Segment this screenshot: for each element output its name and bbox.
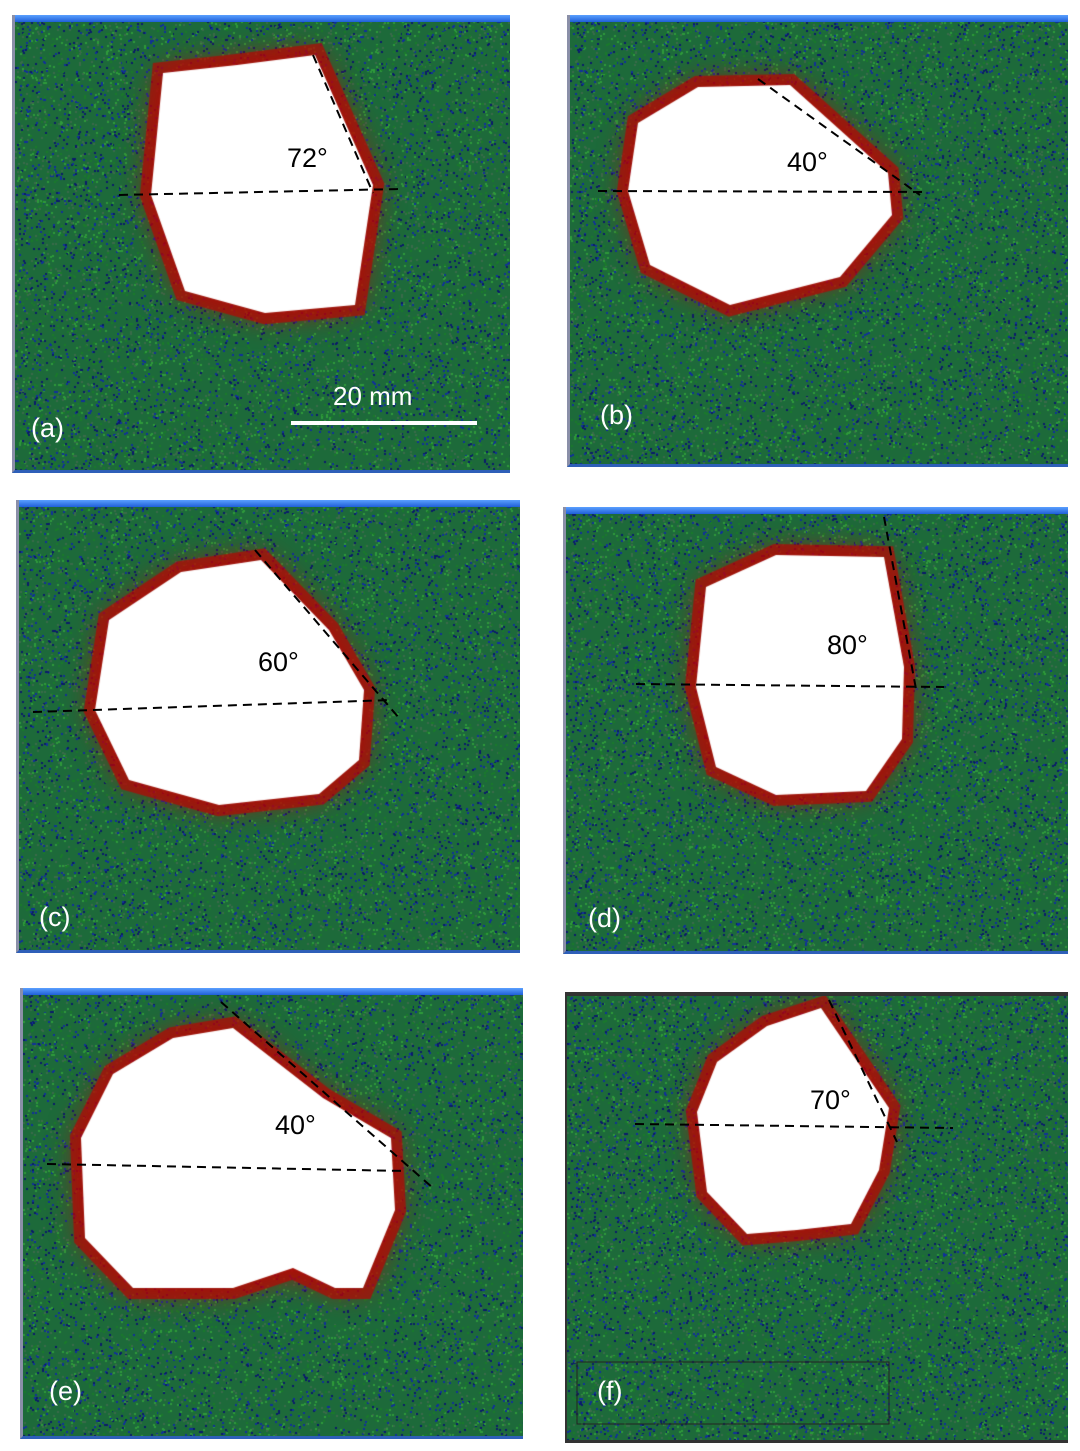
angle-label: 72° bbox=[287, 143, 328, 173]
panel-e: 40° (e) bbox=[20, 988, 523, 1439]
speckle-image bbox=[23, 988, 523, 1436]
angle-label: 40° bbox=[787, 147, 828, 177]
panel-label: (d) bbox=[588, 903, 621, 933]
panel-f: 70° (f) bbox=[565, 992, 1068, 1443]
panel-d: 80° (d) bbox=[563, 507, 1068, 954]
speckle-image bbox=[567, 992, 1068, 1440]
scale-bar-label: 20 mm bbox=[333, 381, 413, 411]
angle-label: 60° bbox=[258, 647, 299, 677]
panel-label: (b) bbox=[600, 400, 633, 430]
panel-frame-bar bbox=[566, 507, 1068, 514]
panel-label: (c) bbox=[39, 902, 71, 932]
panel-frame-bar bbox=[567, 992, 1068, 996]
angle-guide-lines bbox=[46, 1001, 434, 1189]
scale-bar bbox=[291, 421, 477, 425]
angle-guide-lines bbox=[635, 516, 945, 690]
panel-frame-bar bbox=[570, 15, 1068, 22]
angle-guide-lines bbox=[597, 78, 929, 196]
angle-guide-lines bbox=[118, 54, 401, 196]
angle-label: 80° bbox=[827, 630, 868, 660]
angle-label: 70° bbox=[810, 1085, 851, 1115]
panel-frame-bar bbox=[19, 500, 520, 507]
speckle-image bbox=[15, 15, 510, 470]
panel-label: (f) bbox=[597, 1376, 623, 1406]
panel-frame-bar bbox=[15, 15, 510, 22]
panel-label: (a) bbox=[31, 413, 64, 443]
panel-c: 60° (c) bbox=[16, 500, 520, 953]
angle-guide-lines bbox=[32, 549, 400, 719]
speckle-image bbox=[19, 500, 520, 950]
panel-a: 72° (a) 20 mm bbox=[12, 15, 510, 473]
angle-guide-lines bbox=[576, 999, 954, 1425]
speckle-image bbox=[570, 15, 1068, 464]
panel-frame-bar bbox=[23, 988, 523, 995]
angle-label: 40° bbox=[275, 1110, 316, 1140]
panel-b: 40° (b) bbox=[567, 15, 1068, 467]
panel-label: (e) bbox=[49, 1376, 82, 1406]
speckle-image bbox=[566, 507, 1068, 951]
